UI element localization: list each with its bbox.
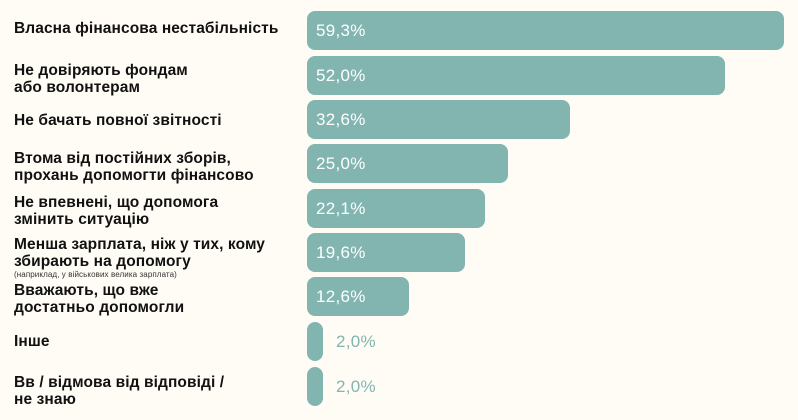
value-label: 12,6% [316,287,366,306]
bar [307,277,409,316]
category-note: (наприклад, у військових велика зарплата… [14,270,177,279]
bar [307,233,465,272]
bar [307,322,323,361]
category-label: Менша зарплата, ніж у тих, кому збирають … [14,236,304,279]
bar [307,189,485,228]
category-label: Не бачать повної звітності [14,112,222,129]
category-label: Вважають, що вже достатньо допомогли [14,282,185,316]
value-label: 2,0% [336,332,376,351]
category-label: Власна фінансова нестабільність [14,20,279,37]
value-label: 52,0% [316,66,366,85]
category-label: Вв / відмова від відповіді / не знаю [14,374,225,408]
bar [307,56,725,95]
value-label: 2,0% [336,377,376,396]
value-label: 22,1% [316,199,366,218]
bar [307,144,508,183]
value-label: 19,6% [316,243,366,262]
value-label: 32,6% [316,110,366,129]
category-label: Інше [14,333,50,350]
value-label: 59,3% [316,21,366,40]
category-label: Втома від постійних зборів, прохань допом… [14,150,254,184]
bar [307,100,570,139]
bar [307,11,784,50]
bar [307,367,323,406]
category-label: Не довіряють фондам або волонтерам [14,62,188,96]
category-label: Не впевнені, що допомога змінить ситуацію [14,194,219,228]
value-label: 25,0% [316,154,366,173]
